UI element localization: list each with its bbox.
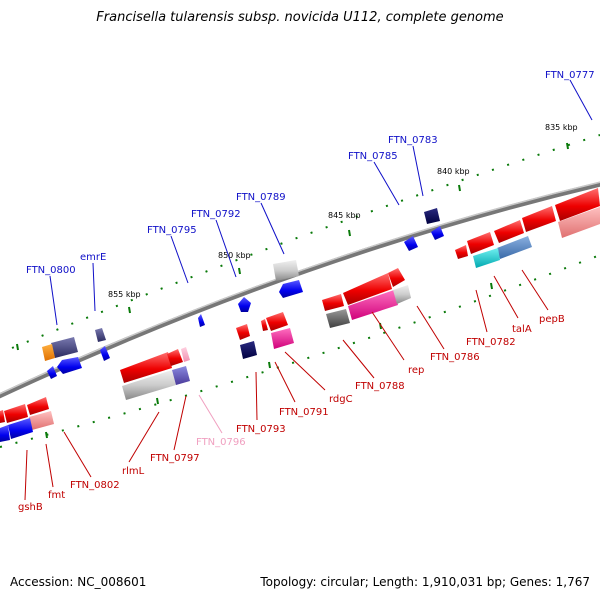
gene-label-tala: talA [512,324,532,335]
gene-box-fmt [29,411,54,430]
gene-box-tala [497,236,532,259]
gene-arrow-ftn-0800 [57,357,82,374]
map-title: Francisella tularensis subsp. novicida U… [96,10,504,25]
genome-stats-text: Topology: circular; Length: 1,910,031 bp… [260,575,590,589]
gene-label-ftn-0789: FTN_0789 [236,192,286,203]
gene-arrow-emre [100,346,110,361]
gene-label-ftn-0783: FTN_0783 [388,135,438,146]
gene-arrow-ftn-0795 [198,314,205,327]
gene-label-ftn-0800: FTN_0800 [26,265,76,276]
gene-arrow-ftn-0785 [404,236,418,251]
gene-label-ftn-0788: FTN_0788 [355,381,405,392]
gene-label-ftn-0792: FTN_0792 [191,209,241,220]
gene-label-rlml: rlmL [122,466,145,477]
gene-arrow-peptidase [522,206,556,232]
top-leader-lines [49,79,593,326]
bottom-leader-lines-extra [173,394,223,451]
gene-arrow-ftn-0791 [266,312,288,331]
tick-track-outer [11,134,600,349]
gene-box-ftn-0788 [326,309,350,328]
scale-label-835: 835 kbp [545,123,578,132]
scale-label-845: 845 kbp [328,211,361,220]
gene-label-ftn-0791: FTN_0791 [279,407,329,418]
bottom-leader-lines [24,269,549,501]
forward-genes [0,188,600,442]
scale-label-840: 840 kbp [437,167,470,176]
gene-box-ftn-0782 [473,248,500,268]
gene-box-ftn-0791 [271,328,294,349]
gene-label-rep: rep [408,365,424,376]
gene-arrow-ftn-0793 [236,324,250,340]
gene-label-ftn-0785: FTN_0785 [348,151,398,162]
gene-arrow-ftn-0777 [555,188,600,221]
gene-label-ftn-0802: FTN_0802 [70,480,120,491]
gene-arrow-ftn-0789 [279,280,303,298]
gene-label-ftn-0795: FTN_0795 [147,225,197,236]
gene-label-ftn-0782: FTN_0782 [466,337,516,348]
major-ticks [16,142,569,439]
gene-label-rdgc: rdgC [329,394,353,405]
gene-arrow-rlml [120,352,172,383]
gene-label-ftn-0793: FTN_0793 [236,424,286,435]
gene-label-ftn-0786: FTN_0786 [430,352,480,363]
gene-label-ftn-0797: FTN_0797 [150,453,200,464]
gene-label-ftn-0777: FTN_0777 [545,70,595,81]
gene-box-ftn-0793 [240,341,257,359]
gene-arrow-tala [467,232,494,254]
scale-label-850: 850 kbp [218,251,251,260]
gene-box-ftn-0797 [172,366,190,385]
gene-label-emre: emrE [80,252,106,263]
gene-arrow-ftn-0783 [431,226,444,240]
scale-label-855: 855 kbp [108,290,141,299]
gene-label-fmt: fmt [48,490,65,501]
gene-label-pepb: pepB [539,314,565,325]
gene-label-gshb: gshB [18,502,43,513]
gene-box-ftn-0789 [273,260,299,281]
gene-arrow-ftn-0796 [181,347,190,362]
gene-box-emre [95,328,106,342]
reverse-genes [42,208,444,379]
gene-box-ftn-0800 [51,337,78,358]
accession-text: Accession: NC_008601 [10,575,147,589]
gene-arrow-rep [343,273,392,305]
genome-backbone [0,181,600,399]
gene-arrow-ftn-0792 [238,297,251,312]
gene-box-ftn-0783 [424,208,440,224]
gene-box-rlml [122,370,176,400]
gene-label-ftn-0796: FTN_0796 [196,437,246,448]
gene-box-ftn-0786 [348,290,398,320]
